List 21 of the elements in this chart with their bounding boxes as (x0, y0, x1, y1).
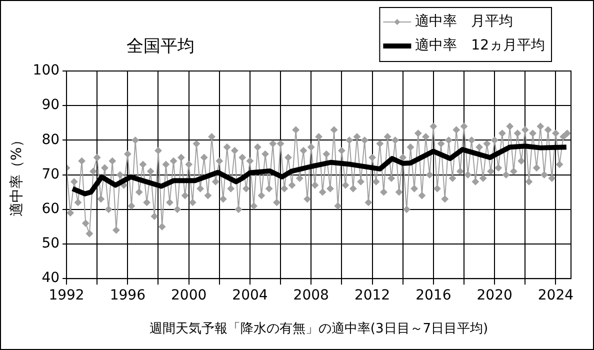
x-tick-label: 2024 (538, 288, 574, 304)
x-tick-label: 2004 (232, 288, 268, 304)
x-tick-label: 2012 (354, 288, 390, 304)
y-axis-title: 適中率（%） (9, 133, 26, 216)
legend-label: 適中率 12ヵ月平均 (415, 38, 546, 54)
x-axis-title: 週間天気予報「降水の有無」の適中率(3日目～7日目平均) (149, 320, 488, 337)
x-tick-label: 2008 (293, 288, 329, 304)
legend-label: 適中率 月平均 (415, 14, 514, 30)
y-tick-label: 100 (32, 62, 60, 79)
y-tick-label: 80 (42, 132, 60, 148)
y-tick-label: 70 (42, 166, 60, 182)
y-tick-label: 90 (42, 97, 60, 114)
chart-title: 全国平均 (126, 36, 195, 56)
y-tick-label: 40 (42, 270, 60, 286)
x-tick-label: 1992 (48, 288, 84, 304)
x-tick-label: 2020 (476, 288, 512, 304)
y-tick-label: 50 (42, 236, 60, 252)
y-tick-label: 60 (42, 201, 60, 218)
x-tick-label: 1996 (110, 288, 146, 304)
x-tick-label: 2016 (416, 288, 452, 304)
x-tick-label: 2000 (171, 288, 207, 304)
